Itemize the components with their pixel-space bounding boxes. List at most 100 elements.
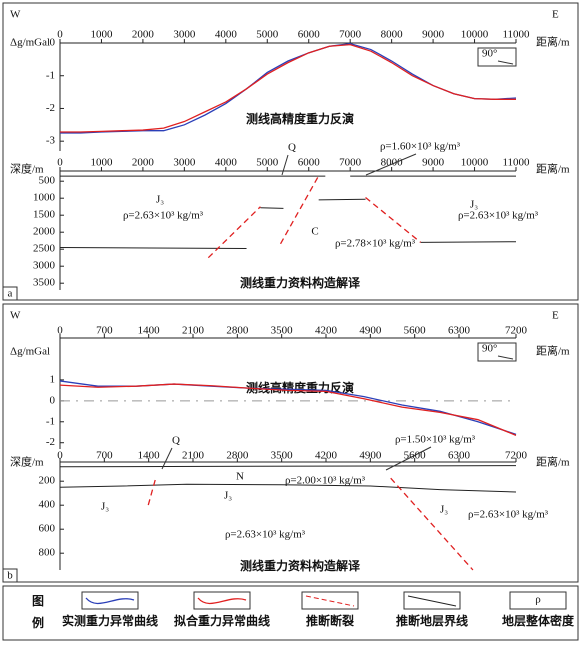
panel-label-box: [2, 286, 18, 301]
x-tick-label: 700: [96, 450, 113, 462]
x-tick-label: 2000: [132, 157, 155, 169]
x-tick-label: 2000: [132, 29, 155, 41]
chart-title: 测线高精度重力反演: [246, 111, 354, 126]
legend-label: 地层整体密度: [502, 613, 575, 628]
panel-label: b: [7, 570, 13, 582]
y-tick-label: 800: [39, 547, 56, 559]
annotation: J₃: [470, 199, 478, 211]
x-tick-label: 1000: [90, 157, 113, 169]
x-tick-label: 2800: [226, 450, 249, 462]
west-label: W: [10, 310, 21, 322]
x-tick-label: 4000: [215, 157, 238, 169]
west-label: W: [10, 9, 21, 21]
annotation: J₃: [440, 504, 448, 516]
annotation: J₃: [224, 490, 232, 502]
x-tick-label: 6000: [298, 157, 321, 169]
x-axis-label: 距离/m: [536, 162, 570, 176]
x-tick-label: 7200: [505, 450, 528, 462]
x-tick-label: 7200: [505, 325, 528, 337]
fault: [207, 206, 261, 259]
panel-label: a: [8, 288, 13, 300]
strata-boundary: [260, 207, 284, 209]
annotation-arrow: [161, 447, 173, 470]
chart-title: 测线重力资料构造解译: [240, 558, 361, 573]
x-tick-label: 0: [57, 157, 63, 169]
y-tick-label: -3: [46, 135, 56, 147]
y-tick-label: 2500: [33, 243, 56, 255]
legend-icon: [509, 591, 567, 610]
annotation: ρ=1.50×10³ kg/m³: [395, 434, 476, 446]
strike-label: 90°: [482, 343, 497, 355]
annotation: ρ=2.63×10³ kg/m³: [225, 529, 306, 541]
legend-label: 推断地层界线: [396, 613, 468, 628]
legend-label: 推断断裂: [306, 613, 354, 628]
x-tick-label: 2100: [182, 450, 205, 462]
y-tick-label: 0: [50, 394, 56, 406]
x-tick-label: 5000: [256, 157, 279, 169]
x-tick-label: 9000: [422, 157, 445, 169]
strike-arrow: [497, 60, 514, 65]
x-tick-label: 10000: [461, 157, 489, 169]
legend-icon: [403, 591, 461, 610]
x-tick-label: 6000: [298, 29, 321, 41]
legend-icon: [81, 591, 139, 610]
x-tick-label: 5000: [256, 29, 279, 41]
legend-symbol: ρ: [535, 594, 541, 606]
strike-label: 90°: [482, 48, 497, 60]
y-tick-label: 1: [50, 373, 56, 385]
x-tick-label: 4900: [359, 450, 382, 462]
x-tick-label: 1000: [90, 29, 113, 41]
x-tick-label: 2100: [182, 325, 205, 337]
annotation: N: [236, 471, 244, 483]
x-tick-label: 3000: [173, 157, 196, 169]
y-tick-label: 3500: [33, 277, 56, 289]
annotation: J₃: [101, 501, 109, 513]
strata-boundary: [59, 483, 517, 493]
legend-swatch: [197, 597, 247, 605]
legend-swatch: [85, 597, 135, 605]
x-axis-label: 距离/m: [536, 344, 570, 358]
legend-title: 图: [32, 594, 44, 608]
strata-boundary: [59, 247, 247, 250]
y-tick-label: 600: [39, 523, 56, 535]
annotation: J₃: [156, 194, 164, 206]
annotation: ρ=1.60×10³ kg/m³: [380, 141, 461, 153]
y-tick-label: -2: [46, 436, 55, 448]
y-tick-label: -1: [46, 69, 55, 81]
x-tick-label: 0: [57, 325, 63, 337]
annotation: ρ=2.00×10³ kg/m³: [285, 475, 366, 487]
x-tick-label: 11000: [502, 29, 530, 41]
annotation: ρ=2.78×10³ kg/m³: [335, 238, 416, 250]
y-axis-label: Δg/mGal: [10, 346, 50, 358]
annotation-arrow: [281, 154, 289, 176]
x-tick-label: 4900: [359, 325, 382, 337]
strike-box: [477, 47, 517, 67]
annotation-arrow: [365, 153, 417, 176]
x-tick-label: 1400: [138, 450, 161, 462]
x-tick-label: 8000: [381, 29, 404, 41]
y-tick-label: 500: [39, 175, 56, 187]
annotation: ρ=2.63×10³ kg/m³: [468, 509, 549, 521]
legend-title: 例: [32, 615, 44, 630]
y-tick-label: 1500: [33, 209, 56, 221]
legend-swatch: [305, 595, 355, 607]
x-tick-label: 9000: [422, 29, 445, 41]
x-axis-label: 距离/m: [536, 455, 570, 469]
x-tick-label: 6300: [448, 450, 471, 462]
y-axis-label: 深度/m: [10, 455, 44, 469]
x-tick-label: 4200: [315, 325, 338, 337]
y-tick-label: 3000: [33, 260, 56, 272]
legend-icon: [301, 591, 359, 610]
y-tick-label: -1: [46, 415, 55, 427]
legend-label: 实测重力异常曲线: [62, 613, 158, 628]
x-tick-label: 3500: [271, 325, 294, 337]
legend-frame: [2, 585, 579, 641]
annotation: Q: [172, 435, 180, 447]
y-tick-label: 400: [39, 499, 56, 511]
fault: [365, 197, 422, 243]
x-tick-label: 6300: [448, 325, 471, 337]
panel-frame: [2, 2, 579, 301]
strike-arrow: [497, 355, 514, 360]
x-tick-label: 4000: [215, 29, 238, 41]
